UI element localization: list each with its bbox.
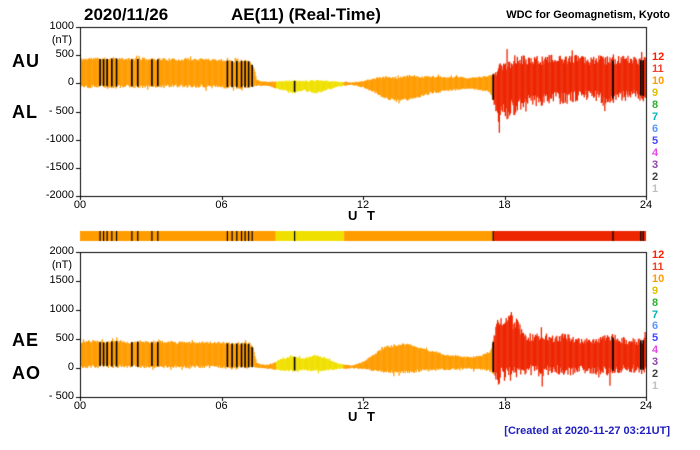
unit-label-top: (nT) [51,34,72,46]
panel1-station-count-1: 1 [652,183,659,195]
x-axis-label-top: U T [348,208,378,223]
unit-label-bottom: (nT) [51,259,72,271]
panel1-y-tick-label: -1500 [45,160,74,173]
panel2-y-tick-label: 1000 [49,303,74,315]
panel1-y-tick-label: 500 [55,48,74,61]
label-au: AU [12,51,40,71]
panel1-x-tick-label: 06 [215,199,228,211]
panel1-y-tick-label: -2000 [45,189,74,201]
panel1-station-count-3: 3 [652,159,659,171]
panel1-station-count-12: 12 [652,51,665,63]
panel1-x-tick-label: 24 [639,199,653,211]
panel1-x-tick-label: 18 [498,199,511,211]
header-source: WDC for Geomagnetism, Kyoto [506,9,670,21]
panel2-station-count-2: 2 [652,368,659,381]
panel2-y-tick-label: 1500 [49,274,74,286]
panel2-x-tick-label: 24 [639,400,653,412]
panel2-station-count-12: 12 [652,249,665,261]
panel2-station-count-7: 7 [652,308,659,321]
panel2-y-tick-label: 500 [55,332,74,344]
page-title: AE(11) (Real-Time) [231,5,381,24]
panel2-station-count-8: 8 [652,296,659,309]
label-al: AL [12,102,38,122]
panel1-x-tick-label: 00 [73,199,87,211]
panel2-y-tick-label: 2000 [49,245,74,257]
panel1-y-tick-label: 1000 [49,20,74,32]
panel2-y-tick-label: 0 [67,361,74,373]
label-ao: AO [12,363,41,383]
panel1-station-count-4: 4 [652,147,659,159]
panel1-y-tick-label: - 500 [48,104,74,117]
panel1-y-tick-label: 0 [67,76,74,89]
panel1-station-count-5: 5 [652,135,659,147]
panel2-station-count-4: 4 [652,344,659,357]
panel2-x-tick-label: 00 [73,400,87,412]
created-timestamp: [Created at 2020-11-27 03:21UT] [504,425,670,437]
panel2-station-count-3: 3 [652,356,659,369]
panel2-station-count-9: 9 [652,284,659,297]
panel1-station-count-8: 8 [652,99,659,111]
panel1-y-tick-label: -1000 [45,132,74,145]
panel1-station-count-9: 9 [652,87,659,99]
x-axis-label-bottom: U T [348,409,378,424]
label-ae: AE [12,330,40,350]
panel2-station-count-10: 10 [652,272,665,285]
panel2-station-count-1: 1 [652,380,659,392]
panel2-x-tick-label: 12 [356,400,370,412]
panel1-station-count-2: 2 [652,171,659,183]
panel1-x-tick-label: 12 [356,199,370,211]
panel2-station-count-11: 11 [652,260,664,273]
panel2-station-count-5: 5 [652,332,659,345]
panel1-station-count-11: 11 [652,63,664,75]
panel1-station-count-10: 10 [652,75,665,87]
panel1-station-count-7: 7 [652,111,659,123]
panel2-x-tick-label: 06 [215,400,228,412]
panel1-station-count-6: 6 [652,123,659,135]
panel2-y-tick-label: - 500 [48,390,74,402]
panel2-station-count-6: 6 [652,320,659,333]
panel2-x-tick-label: 18 [498,400,511,412]
header-date: 2020/11/26 [84,5,169,24]
